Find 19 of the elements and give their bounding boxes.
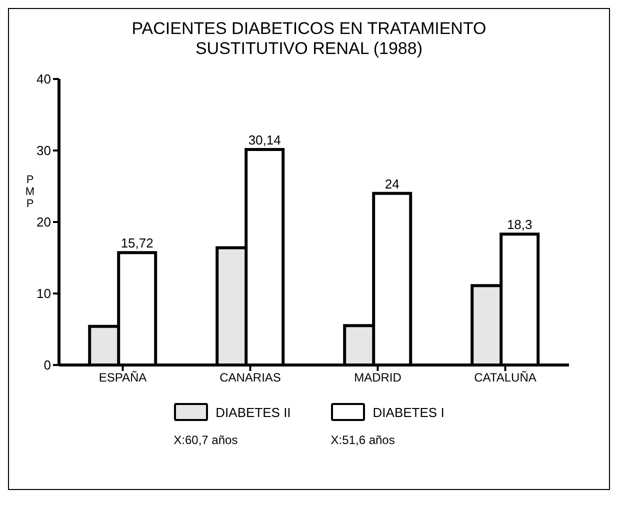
y-tick-label: 40: [36, 72, 51, 87]
legend-label: DIABETES I: [372, 404, 444, 420]
data-label: 15,72: [120, 236, 154, 251]
data-label: 30,14: [248, 132, 281, 148]
x-tick-label: MADRID: [354, 370, 402, 385]
x-tick-label: CATALUÑA: [474, 370, 536, 385]
data-label: 18,3: [506, 217, 532, 232]
legend-label: DIABETES II: [216, 404, 291, 420]
data-label: 24: [384, 176, 400, 192]
y-tick-label: 30: [36, 143, 51, 158]
chart-title: PACIENTES DIABETICOS EN TRATAMIENTO SUSTITUTIVO RENAL (1988): [130, 18, 488, 59]
y-axis-title: PMP: [25, 174, 35, 210]
text: X:51,6 años: [330, 433, 395, 447]
y-tick-label: 10: [36, 286, 51, 302]
y-tick-label: 20: [36, 214, 51, 230]
y-tick-label: 0: [44, 358, 51, 373]
x-tick-label: CANARIAS: [220, 370, 281, 385]
text: X:60,7 años: [174, 433, 238, 447]
x-tick-label: ESPAÑA: [98, 370, 147, 385]
